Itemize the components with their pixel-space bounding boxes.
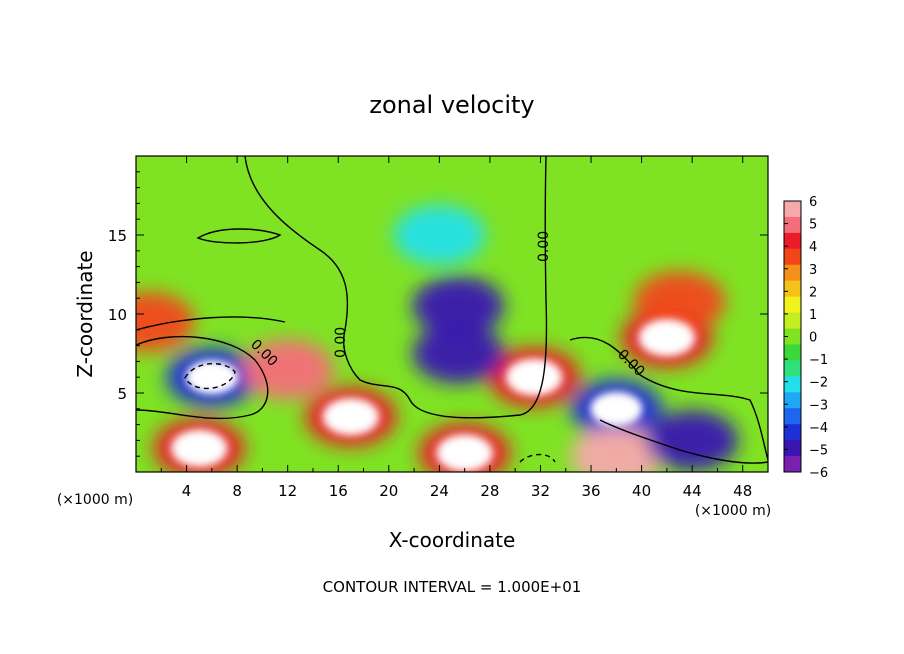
colorbar-tick-label: 0 <box>809 331 817 346</box>
contour-label: 0.00 <box>536 231 552 262</box>
field-feature-core <box>640 320 693 355</box>
colorbar-swatch <box>784 424 801 441</box>
x-tick-label: 48 <box>733 482 752 500</box>
colorbar-swatch <box>784 280 801 298</box>
colorbar-swatch <box>784 312 801 330</box>
y-axis-label: Z-coordinate <box>73 250 97 377</box>
field-feature <box>412 323 505 384</box>
contour-zero-line <box>244 156 548 419</box>
x-tick-label: 8 <box>232 482 242 500</box>
contour-zero-line <box>136 316 286 331</box>
colorbar-tick-label: −5 <box>809 443 828 458</box>
field-feature-core <box>324 399 377 434</box>
colorbar-swatch <box>784 456 801 473</box>
colorbar-swatch <box>784 264 801 282</box>
y-tick-label: 10 <box>108 306 127 324</box>
x-tick-label: 44 <box>683 482 702 500</box>
contour-zero-line <box>196 228 282 244</box>
heatmap-field: 0.00 0.00 0.00 0.00 <box>136 156 768 472</box>
x-axis-label: X-coordinate <box>389 528 516 552</box>
x-tick-label: 12 <box>278 482 297 500</box>
x-tick-label: 20 <box>379 482 398 500</box>
colorbar-tick-label: 2 <box>809 285 817 300</box>
contour-interval-note: CONTOUR INTERVAL = 1.000E+01 <box>323 578 582 596</box>
colorbar: 6 5 4 3 2 1 0 −1 −2 −3 −4 −5 −6 <box>783 195 828 481</box>
colorbar-tick-label: 4 <box>809 240 817 255</box>
colorbar-swatch <box>784 360 801 377</box>
field-feature-core <box>173 431 226 466</box>
field-feature-core <box>438 436 491 471</box>
chart-title: zonal velocity <box>369 91 534 119</box>
colorbar-swatch <box>784 296 801 314</box>
contour-negative-dashed <box>184 362 236 390</box>
colorbar-tick-label: −4 <box>809 421 828 436</box>
x-unit-right: (×1000 m) <box>695 503 771 519</box>
colorbar-swatch <box>784 201 801 218</box>
colorbar-tick-label: −3 <box>809 398 828 413</box>
colorbar-swatch <box>784 392 801 409</box>
colorbar-swatch <box>784 344 801 361</box>
colorbar-swatch <box>784 232 801 250</box>
colorbar-tick-label: −2 <box>809 376 828 391</box>
x-tick-label: 16 <box>329 482 348 500</box>
contour-label: 0.00 <box>333 327 349 358</box>
field-feature <box>412 276 505 337</box>
x-tick-label: 24 <box>430 482 449 500</box>
x-unit-left: (×1000 m) <box>57 492 133 508</box>
field-feature <box>570 426 663 472</box>
colorbar-swatch <box>784 328 801 345</box>
x-tick-label: 32 <box>531 482 550 500</box>
colorbar-tick-label: −6 <box>809 466 828 481</box>
y-tick-label: 15 <box>108 227 127 245</box>
x-tick-label: 28 <box>480 482 499 500</box>
colorbar-tick-label: 1 <box>809 308 817 323</box>
colorbar-tick-label: 3 <box>809 263 817 278</box>
x-tick-label: 40 <box>632 482 651 500</box>
contour-zero-line <box>569 336 768 461</box>
colorbar-swatch <box>784 376 801 393</box>
contour-negative-dashed <box>519 453 556 463</box>
field-feature-core <box>185 360 238 395</box>
x-tick-label: 36 <box>581 482 600 500</box>
field-feature-core <box>508 360 561 395</box>
x-axis: 4 8 12 16 20 24 28 32 36 40 44 48 <box>160 156 752 500</box>
colorbar-swatch <box>784 216 801 234</box>
colorbar-swatch <box>784 408 801 425</box>
colorbar-tick-label: 5 <box>809 218 817 233</box>
field-feature <box>633 271 726 332</box>
x-tick-label: 4 <box>182 482 192 500</box>
field-feature <box>241 339 334 400</box>
colorbar-swatch <box>784 440 801 457</box>
field-feature-core <box>590 391 643 426</box>
colorbar-tick-label: −1 <box>809 353 828 368</box>
colorbar-tick-label: 6 <box>809 195 817 210</box>
field-feature <box>393 205 486 265</box>
contour-zero-line <box>136 335 269 420</box>
contour-zero-line <box>599 419 768 464</box>
y-axis: 5 10 15 <box>108 171 768 457</box>
field-feature <box>646 410 739 471</box>
y-tick-label: 5 <box>117 385 127 403</box>
colorbar-swatch <box>784 248 801 266</box>
